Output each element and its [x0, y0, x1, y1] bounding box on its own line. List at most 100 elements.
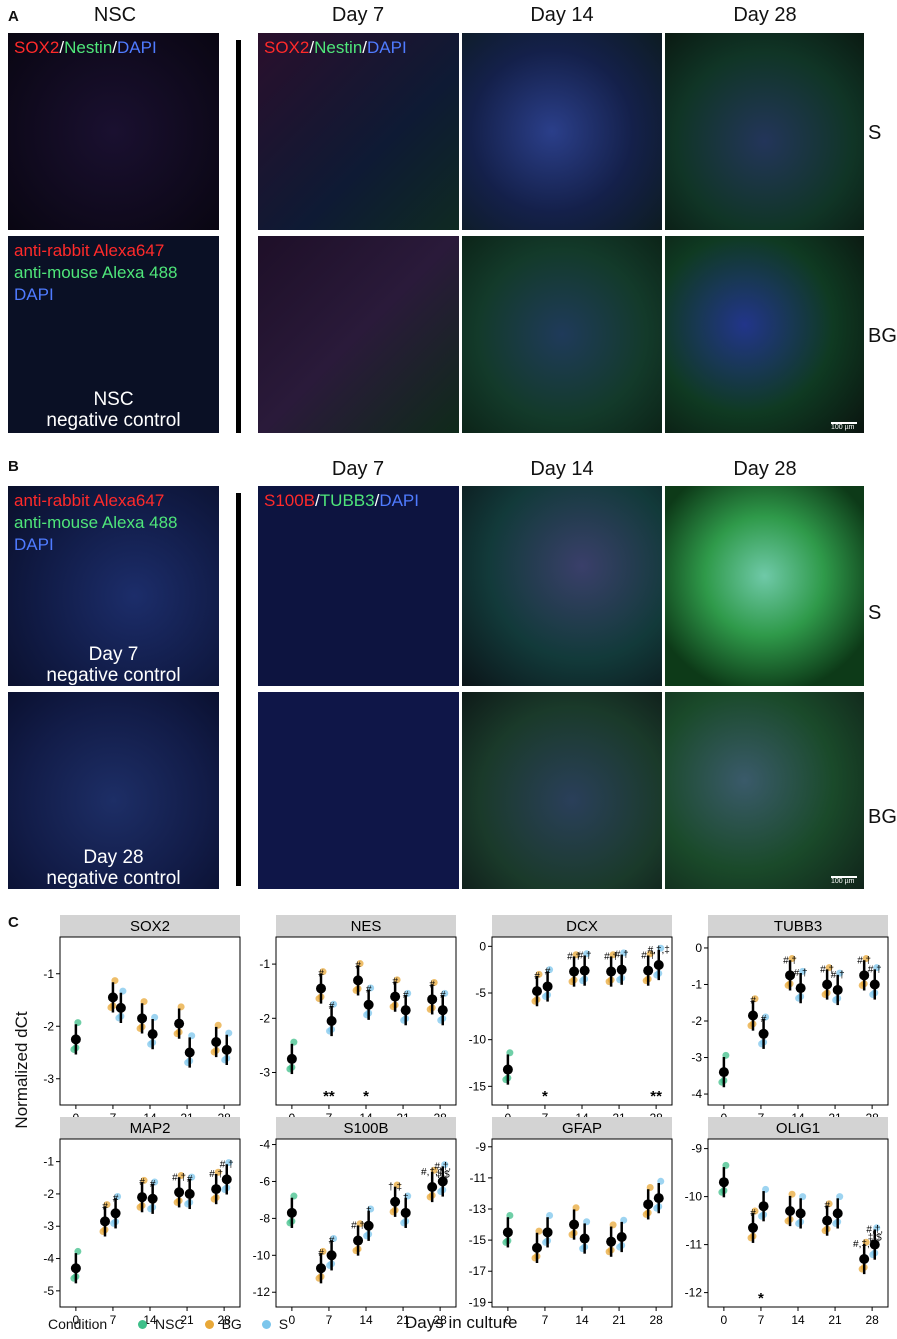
- mean-point: [353, 975, 364, 986]
- a-s-day14-image: [462, 33, 662, 230]
- significance-label: #,†,‡: [648, 945, 670, 956]
- x-tick-label: 28: [649, 1313, 663, 1327]
- significance-label: #: [534, 971, 540, 982]
- mean-point: [859, 1254, 870, 1264]
- significance-label: †,‡: [388, 1182, 402, 1193]
- b-s-day7-image: S100B/TUBB3/DAPI: [258, 486, 459, 686]
- y-tick-label: -3: [43, 1219, 54, 1233]
- b-stain-label: S100B/TUBB3/DAPI: [264, 491, 419, 510]
- facet-frame: [275, 936, 457, 1106]
- x-tick-label: 28: [865, 1313, 879, 1327]
- x-tick-label: 14: [575, 1313, 589, 1327]
- mean-point: [184, 1047, 195, 1058]
- y-tick-label: -6: [259, 1174, 270, 1188]
- significance-label: #: [750, 996, 756, 1007]
- legend-title: Condition: [48, 1316, 108, 1332]
- mean-point: [748, 1222, 758, 1233]
- significance-label: #: [318, 968, 324, 979]
- mean-point: [579, 965, 590, 976]
- mean-point: [606, 966, 617, 977]
- facet-header: [492, 915, 672, 937]
- panel-c-letter: C: [8, 914, 19, 931]
- y-tick-label: -10: [685, 1190, 703, 1204]
- significance-label: #: [329, 1001, 335, 1012]
- significance-label: #,†: [209, 1169, 223, 1180]
- mean-point: [211, 1037, 222, 1047]
- significance-label: #,‡,$: [853, 1239, 876, 1250]
- mean-point: [718, 1067, 729, 1078]
- mean-point: [616, 964, 627, 975]
- mean-point: [363, 1220, 374, 1231]
- x-axis-label: Days in culture: [405, 1313, 518, 1332]
- significance-label: #,†: [820, 964, 834, 975]
- significance-label: #,†: [868, 964, 882, 975]
- y-tick-label: -4: [691, 1087, 702, 1101]
- significance-label: #: [545, 966, 551, 977]
- divider-a: [236, 40, 241, 433]
- significance-label: ‡,$: [868, 1233, 882, 1244]
- significance-label: #: [102, 1201, 108, 1212]
- mean-point: [70, 1263, 81, 1274]
- facet-frame: [491, 936, 673, 1106]
- mean-point: [569, 1219, 580, 1230]
- b-bg-day28-image: 100 µm: [665, 692, 864, 889]
- mean-point: [326, 1250, 337, 1261]
- a-bg-day28-image: 100 µm: [665, 236, 864, 433]
- mean-point: [137, 1013, 148, 1024]
- divider-b: [236, 493, 241, 886]
- y-tick-label: -11: [686, 1238, 703, 1252]
- a-stain-label: SOX2/Nestin/DAPI: [264, 38, 407, 57]
- scale-bar-a: [831, 422, 857, 424]
- significance-label: #: [113, 1193, 119, 1204]
- y-tick-label: -10: [253, 1248, 271, 1262]
- day14-title-a: Day 14: [530, 4, 594, 26]
- scale-label-a: 100 µm: [831, 424, 855, 431]
- mean-point: [795, 1208, 806, 1219]
- mean-point: [326, 1016, 337, 1026]
- b-s-day14-image: [462, 486, 662, 686]
- mean-point: [427, 1182, 438, 1192]
- y-tick-label: -3: [691, 1051, 702, 1065]
- day28-title-b: Day 28: [733, 458, 797, 480]
- x-tick-label: 0: [721, 1313, 728, 1327]
- day28-negative-control-image: Day 28 negative control: [8, 692, 219, 889]
- mean-point: [758, 1201, 769, 1212]
- significance-label: #: [187, 1174, 193, 1185]
- significance-label: #: [329, 1235, 335, 1246]
- significance-label: #,†: [172, 1172, 186, 1183]
- x-tick-label: 21: [828, 1313, 842, 1327]
- facet-title: OLIG1: [776, 1120, 820, 1137]
- facet-header: [60, 915, 240, 937]
- mean-point: [100, 1216, 110, 1227]
- control-lines-a: anti-rabbit Alexa647 anti-mouse Alexa 48…: [14, 241, 178, 304]
- mean-point: [832, 1208, 843, 1219]
- b-bg-day7-image: [258, 692, 459, 889]
- significance-label: #,†: [351, 1221, 365, 1232]
- significance-star: *: [542, 1088, 548, 1105]
- x-tick-label: 21: [612, 1313, 626, 1327]
- x-tick-label: 7: [758, 1313, 765, 1327]
- day7-title-a: Day 7: [331, 4, 385, 26]
- facet-header: [492, 1117, 672, 1139]
- mean-point: [822, 1215, 833, 1226]
- mean-point: [147, 1029, 158, 1040]
- mean-point: [221, 1174, 232, 1185]
- b-s-day28-image: [665, 486, 864, 686]
- y-tick-label: -5: [43, 1284, 54, 1298]
- facet-frame: [491, 1138, 673, 1308]
- mean-point: [616, 1232, 627, 1242]
- significance-label: #,†: [567, 952, 581, 963]
- mean-point: [718, 1177, 729, 1188]
- mean-point: [400, 1207, 411, 1218]
- significance-label: #: [318, 1248, 324, 1259]
- significance-label: #: [366, 985, 372, 996]
- mean-point: [643, 1199, 654, 1210]
- control-lines-b: anti-rabbit Alexa647 anti-mouse Alexa 48…: [14, 491, 178, 554]
- mean-point: [748, 1010, 758, 1021]
- x-tick-label: 28: [433, 1313, 447, 1327]
- y-tick-label: -19: [469, 1295, 487, 1309]
- y-tick-label: -12: [685, 1286, 703, 1300]
- significance-label: #: [150, 1179, 156, 1190]
- significance-label: #,†: [578, 951, 592, 962]
- mean-point: [542, 1227, 553, 1238]
